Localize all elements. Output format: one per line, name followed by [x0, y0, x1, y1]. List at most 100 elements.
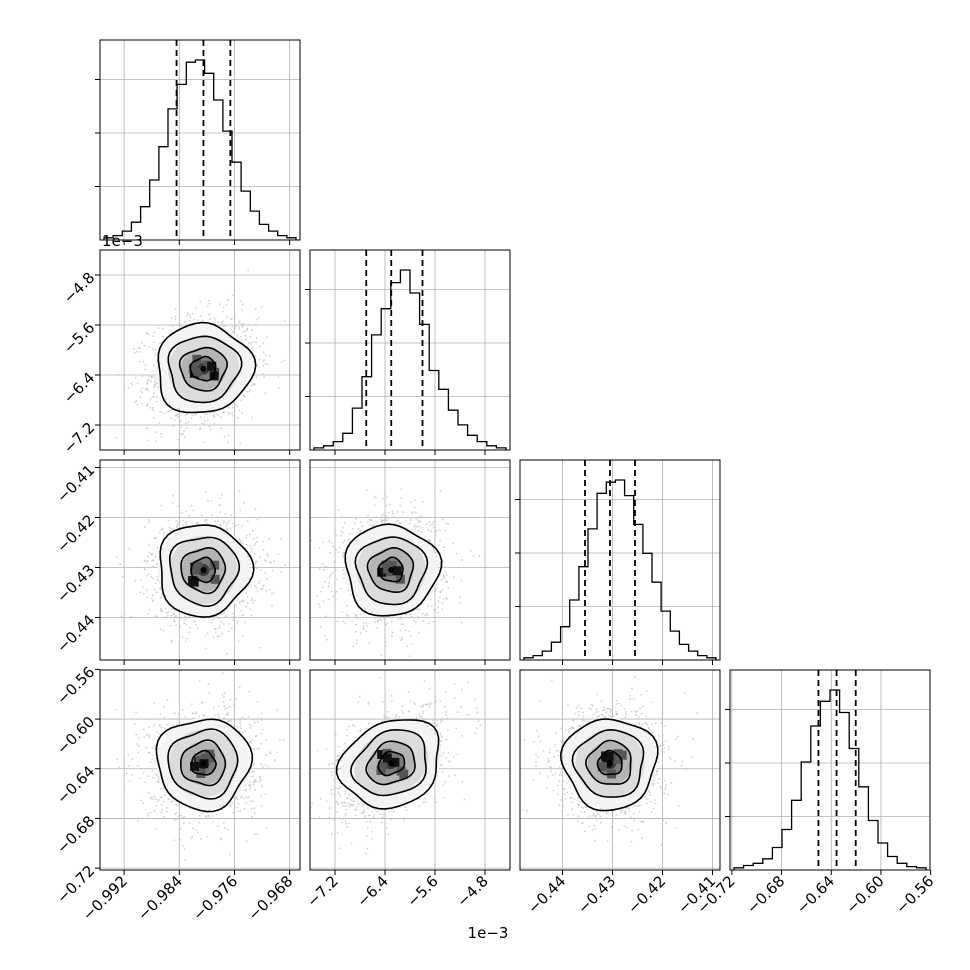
sample-point	[256, 748, 259, 750]
sample-point	[329, 574, 332, 577]
sample-point	[374, 617, 377, 620]
sample-point	[241, 599, 244, 602]
sample-point	[141, 391, 144, 394]
sample-point	[171, 502, 174, 504]
sample-point	[171, 404, 174, 406]
sample-point	[180, 426, 183, 428]
sample-point	[200, 422, 203, 425]
sample-point	[227, 440, 230, 443]
sample-point	[414, 499, 417, 501]
sample-point	[355, 613, 357, 616]
sample-point	[183, 622, 186, 625]
sample-point	[265, 589, 268, 592]
sample-point	[180, 512, 183, 514]
sample-point	[327, 598, 330, 601]
sample-point	[153, 331, 156, 334]
sample-point	[179, 625, 181, 628]
sample-point	[443, 549, 446, 552]
sample-point	[243, 501, 246, 504]
sample-point	[245, 788, 248, 790]
sample-point	[341, 611, 344, 613]
sample-point	[204, 647, 207, 650]
sample-point	[208, 815, 211, 818]
sample-point	[178, 806, 181, 809]
sample-point	[418, 608, 421, 611]
sample-point	[157, 386, 160, 389]
sample-point	[439, 539, 441, 542]
sample-point	[208, 692, 211, 695]
sample-point	[138, 777, 141, 780]
sample-point	[381, 522, 384, 525]
sample-point	[238, 490, 241, 493]
sample-point	[336, 578, 338, 581]
sample-point	[154, 378, 157, 381]
sample-point	[435, 530, 438, 533]
sample-point	[337, 551, 340, 553]
sample-point	[271, 569, 274, 572]
sample-point	[343, 521, 346, 524]
sample-point	[176, 526, 178, 529]
sample-point	[168, 333, 171, 335]
sample-point	[123, 757, 126, 760]
sample-point	[373, 495, 376, 498]
sample-point	[174, 318, 177, 321]
sample-point	[188, 514, 191, 517]
sample-point	[251, 329, 253, 332]
sample-point	[419, 520, 421, 523]
sample-point	[190, 417, 193, 419]
sample-point	[215, 631, 217, 633]
sample-point	[218, 617, 221, 620]
sample-point	[248, 690, 251, 693]
sample-point	[212, 636, 215, 639]
sample-point	[256, 721, 259, 723]
histogram-2	[523, 479, 717, 660]
sample-point	[151, 798, 154, 800]
sample-point	[176, 523, 179, 526]
sample-point	[139, 579, 142, 582]
sample-point	[332, 595, 334, 598]
sample-point	[134, 722, 137, 725]
sample-point	[159, 713, 162, 716]
sample-point	[171, 516, 174, 519]
sample-point	[159, 587, 162, 589]
sample-point	[254, 308, 257, 310]
sample-point	[221, 310, 224, 313]
sample-point	[160, 803, 163, 806]
sample-point	[402, 511, 405, 514]
sample-point	[245, 605, 248, 608]
sample-point	[123, 786, 125, 788]
sample-point	[342, 569, 344, 572]
panel-frame	[99, 39, 301, 241]
sample-point	[203, 423, 206, 426]
sample-point	[155, 774, 158, 776]
sample-point	[478, 555, 481, 558]
panel-frame	[99, 459, 301, 661]
sample-point	[152, 348, 155, 351]
sample-point	[206, 522, 209, 525]
sample-point	[437, 600, 440, 603]
sample-point	[241, 542, 244, 544]
sample-point	[162, 629, 165, 632]
sample-point	[470, 550, 472, 552]
sample-point	[427, 605, 429, 607]
sample-point	[258, 517, 261, 519]
sample-point	[410, 635, 412, 637]
sample-point	[121, 575, 124, 578]
sample-point	[255, 341, 257, 344]
sample-point	[245, 329, 248, 332]
sample-point	[246, 601, 249, 604]
sample-point	[430, 530, 433, 533]
sample-point	[170, 614, 172, 617]
sample-point	[185, 521, 188, 524]
sample-point	[251, 748, 254, 750]
sample-point	[189, 473, 191, 475]
density-peak	[200, 365, 207, 372]
sample-point	[161, 486, 163, 488]
sample-point	[153, 588, 156, 591]
sample-point	[240, 399, 243, 402]
sample-point	[347, 614, 349, 617]
sample-point	[118, 766, 121, 769]
sample-point	[253, 537, 255, 540]
sample-point	[170, 417, 173, 419]
sample-point	[385, 623, 388, 626]
